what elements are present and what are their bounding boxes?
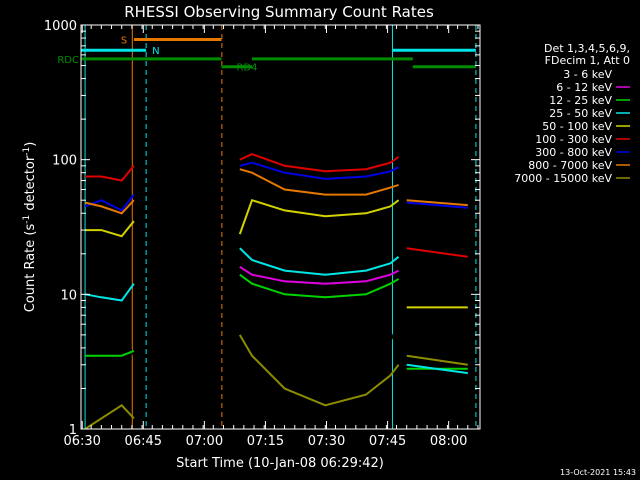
y-tick-label: 1000 [44, 19, 77, 34]
plot-frame [80, 24, 481, 430]
series-line-1 [239, 265, 400, 285]
series-line-3 [84, 283, 135, 302]
series-line-6 [84, 193, 135, 212]
x-tick-label: 07:30 [308, 434, 345, 449]
legend-label: 7000 - 15000 keV [514, 172, 612, 185]
series-line-7 [239, 168, 399, 196]
legend-label: 12 - 25 keV [549, 94, 612, 107]
series-line-2 [85, 349, 135, 357]
legend-header: Det 1,3,4,5,6,9, [544, 42, 630, 55]
y-tick-label: 100 [52, 154, 77, 169]
x-tick-label: 07:15 [247, 434, 284, 449]
y-axis-label: Count Rate (s-1 detector-1) [22, 142, 38, 313]
flag-label: RD4 [236, 63, 257, 74]
data-layer: S N RDC RD4 [57, 25, 477, 429]
series-line-4 [238, 198, 400, 235]
y-tick-label: 1 [69, 423, 77, 438]
legend-label: 100 - 300 keV [535, 133, 612, 146]
legend-label: 3 - 6 keV [563, 68, 612, 81]
series-line-4 [85, 220, 135, 238]
axis-layer: 06:30 06:45 07:00 07:15 07:30 07:45 08:00 1 10 10… [44, 19, 480, 449]
series-line-7 [84, 199, 135, 215]
flag-label: N [152, 46, 159, 57]
series-line-7 [406, 199, 468, 207]
series-line-8 [238, 334, 400, 407]
series-line-8 [406, 354, 468, 366]
legend-label: 50 - 100 keV [542, 120, 612, 133]
series-line-8 [84, 404, 135, 429]
x-tick-label: 07:45 [369, 434, 406, 449]
legend-label: 300 - 800 keV [535, 146, 612, 159]
legend: Det 1,3,4,5,6,9,FDecim 1, Att 03 - 6 keV… [514, 42, 630, 185]
series-line-2 [239, 273, 400, 299]
series-line-0 [238, 323, 400, 366]
series-line-6 [406, 201, 468, 209]
x-tick-label: 08:00 [430, 434, 467, 449]
flag-label: RDC [57, 55, 79, 66]
series-line-5 [85, 165, 135, 182]
series-line-5 [406, 247, 468, 258]
x-axis-label: Start Time (10-Jan-08 06:29:42) [176, 456, 384, 471]
x-tick-label: 06:30 [63, 434, 100, 449]
series-line-5 [239, 153, 400, 173]
series-line-3 [239, 247, 400, 276]
flag-label: S [121, 36, 127, 47]
legend-label: 25 - 50 keV [549, 107, 612, 120]
x-tick-label: 07:00 [186, 434, 223, 449]
series-line-6 [239, 161, 400, 180]
x-tick-label: 06:45 [125, 434, 162, 449]
footer-timestamp: 13-Oct-2021 15:43 [560, 468, 636, 477]
series-line-3 [406, 363, 468, 375]
legend-label: 800 - 7000 keV [528, 159, 612, 172]
chart-title: RHESSI Observing Summary Count Rates [124, 3, 434, 21]
y-tick-label: 10 [60, 288, 77, 303]
legend-header: FDecim 1, Att 0 [545, 54, 630, 67]
legend-label: 6 - 12 keV [556, 81, 612, 94]
